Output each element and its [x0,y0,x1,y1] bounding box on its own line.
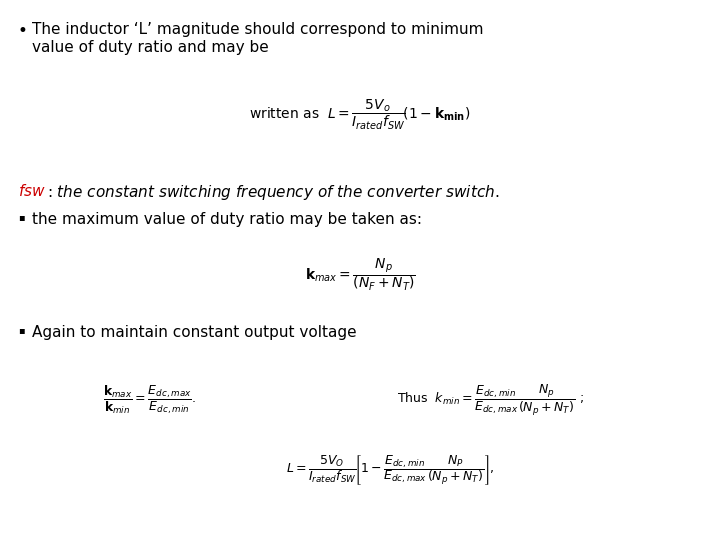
Text: : $\it{the\ constant\ switching\ frequency\ of\ the\ converter\ switch.}$: : $\it{the\ constant\ switching\ frequen… [47,183,500,202]
Text: Thus  $k_{min} = \dfrac{E_{dc,min}}{E_{dc,max}}\dfrac{N_p}{(N_p+N_T)}$ ;: Thus $k_{min} = \dfrac{E_{dc,min}}{E_{dc… [397,382,583,417]
Text: $\dfrac{\mathbf{k}_{max}}{\mathbf{k}_{min}} = \dfrac{E_{dc,max}}{E_{dc,min}}.$: $\dfrac{\mathbf{k}_{max}}{\mathbf{k}_{mi… [104,384,197,416]
Text: written as  $\mathit{L} = \dfrac{5V_o}{I_{rated}f_{SW}}\!\left(1 - \mathbf{k_{mi: written as $\mathit{L} = \dfrac{5V_o}{I_… [249,98,471,132]
Text: value of duty ratio and may be: value of duty ratio and may be [32,40,269,55]
Text: Again to maintain constant output voltage: Again to maintain constant output voltag… [32,325,356,340]
Text: the maximum value of duty ratio may be taken as:: the maximum value of duty ratio may be t… [32,212,422,227]
Text: The inductor ‘L’ magnitude should correspond to minimum: The inductor ‘L’ magnitude should corres… [32,22,484,37]
Text: $L = \dfrac{5V_O}{I_{rated}f_{SW}}\!\left[1 - \dfrac{E_{dc,min}}{E_{dc,max}}\dfr: $L = \dfrac{5V_O}{I_{rated}f_{SW}}\!\lef… [286,453,495,487]
Text: ▪: ▪ [18,325,24,335]
Text: $\it{fsw}$: $\it{fsw}$ [18,183,46,199]
Text: ▪: ▪ [18,212,24,222]
Text: •: • [18,22,28,40]
Text: $\mathbf{k}_{max} = \dfrac{N_p}{(N_F + N_T)}$: $\mathbf{k}_{max} = \dfrac{N_p}{(N_F + N… [305,257,415,293]
